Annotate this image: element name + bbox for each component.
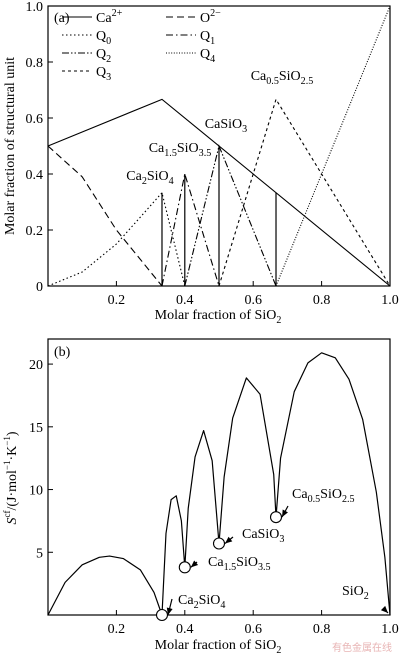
compound-point-marker [212, 537, 226, 550]
ticks-b: 0.2 0.4 0.6 0.8 1.0 5 10 15 20 [29, 358, 399, 637]
compound-label: CaSiO3 [205, 117, 247, 135]
compound-label: Ca2SiO4 [126, 169, 173, 187]
legend-label: Q2 [96, 47, 111, 65]
compound-label: SiO2 [342, 584, 369, 602]
y-axis-label-b: Scf/(J·mol−1·K−1) [2, 431, 20, 524]
series-line-o-ion [47, 145, 163, 287]
x-tick-label: 0.2 [108, 293, 126, 308]
arrow-head [190, 560, 199, 568]
series-line-q4 [275, 5, 391, 287]
legend: Ca2+ O2− Q0 Q1 Q2 Q4 Q3 [62, 8, 221, 83]
compound-label: Ca1.5SiO3.5 [149, 141, 212, 159]
compound-label: Ca0.5SiO2.5 [292, 487, 355, 505]
series-line-q2 [184, 144, 277, 287]
plot-frame-b [47, 338, 391, 616]
x-axis-label-b: Molar fraction of SiO2 [155, 638, 282, 656]
y-tick-label: 0.8 [26, 56, 44, 71]
y-tick-label: 10 [29, 484, 43, 499]
legend-label: Q0 [96, 29, 111, 47]
compound-point-marker [178, 561, 191, 574]
x-tick-label: 0.4 [176, 622, 194, 637]
compound-label: Ca1.5SiO3.5 [208, 555, 271, 573]
annotations-a: Ca2SiO4 Ca1.5SiO3.5 CaSiO3 Ca0.5SiO2.5 [126, 69, 313, 187]
entropy-curve [47, 352, 391, 616]
arrow-head [166, 607, 173, 615]
x-tick-label: 0.6 [244, 293, 262, 308]
compound-marker-lines [161, 146, 277, 286]
y-tick-label: 0.6 [26, 112, 44, 127]
y-tick-label: 20 [29, 358, 43, 373]
series-line-q0 [47, 191, 186, 287]
y-tick-label: 1.0 [26, 0, 44, 15]
legend-label: Q4 [200, 47, 215, 65]
y-axis-label-a: Molar fraction of structural unit [3, 57, 18, 235]
compound-label: Ca2SiO4 [178, 593, 225, 611]
ticks-a: 0.2 0.4 0.6 0.8 1.0 0 0.2 0.4 0.6 0.8 1.0 [26, 0, 399, 308]
compound-point-marker [269, 511, 283, 524]
arrow-head [225, 536, 233, 544]
legend-label: O2− [200, 8, 221, 26]
x-tick-label: 0.8 [313, 622, 331, 637]
series-line-ca-ion [47, 98, 391, 287]
panel-label-b: (b) [54, 345, 71, 360]
x-tick-label: 0.2 [108, 622, 126, 637]
x-tick-label: 1.0 [381, 293, 399, 308]
series-a [47, 5, 391, 287]
panel-a: (a) 0.2 0.4 0.6 0.8 1.0 0 0.2 0.4 0.6 0.8 1.0 Ca2S… [3, 0, 399, 326]
x-tick-label: 0.8 [313, 293, 331, 308]
arrow-head [380, 605, 388, 613]
compound-label: CaSiO3 [242, 527, 284, 545]
annotations-b: Ca2SiO4 Ca1.5SiO3.5 CaSiO3 Ca0.5SiO2.5 SiO2 [155, 487, 389, 622]
series-b [47, 352, 391, 616]
compound-point-marker [155, 608, 169, 622]
series-line-q1 [161, 173, 220, 287]
y-tick-label: 0.4 [26, 168, 44, 183]
legend-label: Ca2+ [96, 8, 123, 26]
arrow-head [282, 509, 288, 518]
x-tick-label: 0.4 [176, 293, 194, 308]
watermark: 有色金属在线 [332, 641, 392, 654]
panel-b: (b) 0.2 0.4 0.6 0.8 1.0 5 10 15 20 Ca2SiO4 Ca1.5S… [2, 338, 399, 656]
x-tick-label: 0.6 [244, 622, 262, 637]
panel-label-a: (a) [54, 11, 70, 26]
y-tick-label: 15 [29, 421, 43, 436]
legend-label: Q3 [96, 65, 111, 83]
y-tick-label: 5 [36, 546, 43, 561]
legend-label: Q1 [200, 29, 215, 47]
y-tick-label: 0.2 [26, 224, 44, 239]
compound-label: Ca0.5SiO2.5 [251, 69, 314, 87]
x-tick-label: 1.0 [381, 622, 399, 637]
y-tick-label: 0 [36, 280, 43, 295]
x-axis-label-a: Molar fraction of SiO2 [155, 308, 282, 326]
